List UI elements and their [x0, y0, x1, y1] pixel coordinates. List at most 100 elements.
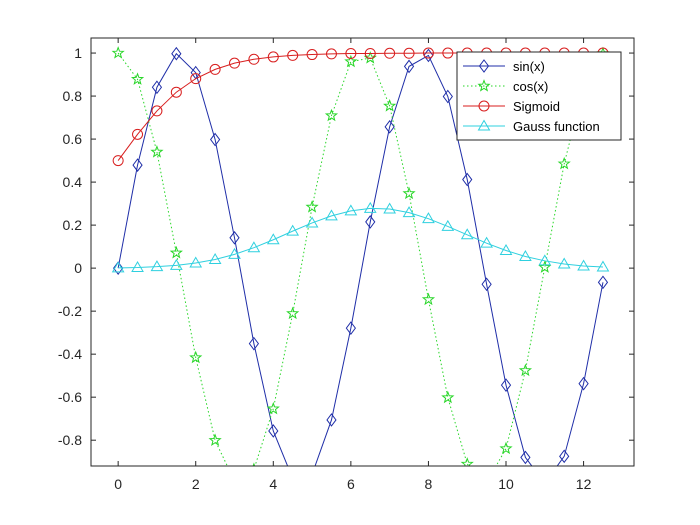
data-point-sin-x	[229, 230, 240, 245]
data-point-sigmoid	[403, 47, 415, 59]
x-tick-label: 6	[347, 476, 355, 492]
data-point-gauss-function	[499, 243, 513, 255]
y-axis: -0.8 -0.6 -0.4 -0.2 0 0.2 0.4 0.6 0.8 1	[58, 45, 634, 448]
data-point-sin-x	[151, 80, 163, 95]
y-tick-label: -0.8	[58, 432, 82, 448]
legend-marker	[477, 79, 491, 92]
data-point-gauss-function	[189, 256, 203, 268]
legend-box	[456, 51, 622, 141]
data-point-sin-x	[578, 376, 589, 391]
x-axis: 0 2 4 6 8 10 12	[114, 38, 592, 492]
data-point-sin-x	[345, 321, 356, 335]
data-point-sin-x	[597, 275, 609, 290]
legend-marker	[477, 119, 491, 131]
data-point-gauss-function	[111, 261, 125, 273]
data-point-cos-x	[481, 477, 491, 487]
data-point-gauss-function	[228, 247, 241, 259]
data-point-cos-x	[305, 200, 319, 213]
data-point-cos-x	[383, 99, 397, 112]
legend-label: Sigmoid	[513, 99, 560, 114]
x-tick-label: 10	[498, 476, 514, 492]
data-point-cos-x	[111, 46, 125, 59]
data-point-sigmoid	[170, 86, 182, 98]
y-tick-label: -0.4	[58, 346, 82, 362]
data-point-gauss-function	[383, 202, 397, 214]
data-point-sin-x	[268, 424, 279, 438]
data-point-cos-x	[402, 186, 416, 200]
data-point-cos-x	[266, 401, 280, 415]
data-point-sin-x	[326, 413, 337, 427]
legend-label: sin(x)	[513, 59, 545, 74]
x-tick-label: 0	[114, 476, 122, 492]
y-tick-label: -0.6	[58, 389, 82, 405]
data-point-cos-x	[229, 476, 239, 486]
data-point-sigmoid	[345, 47, 357, 59]
x-tick-label: 12	[576, 476, 592, 492]
data-point-gauss-function	[169, 258, 183, 270]
data-point-gauss-function	[363, 201, 377, 213]
data-point-sigmoid	[287, 49, 299, 61]
series-line-cos-x	[117, 52, 604, 466]
data-point-cos-x	[286, 306, 300, 320]
y-tick-label: -0.2	[58, 303, 82, 319]
data-point-sigmoid	[132, 128, 144, 140]
data-point-sigmoid	[306, 49, 318, 61]
data-point-gauss-function	[131, 260, 144, 272]
x-tick-label: 2	[192, 476, 200, 492]
series-line-sin-x	[117, 52, 604, 466]
data-point-gauss-function	[538, 254, 552, 266]
data-point-cos-x	[189, 350, 203, 364]
data-point-sin-x	[442, 89, 453, 104]
data-point-sin-x	[132, 158, 143, 172]
data-point-cos-x	[557, 156, 571, 170]
plot-frame	[90, 37, 635, 467]
legend-label: Gauss function	[513, 119, 600, 134]
data-point-sigmoid	[442, 47, 454, 59]
y-tick-label: 0	[74, 260, 82, 276]
data-point-cos-x	[344, 54, 358, 68]
data-point-cos-x	[518, 363, 532, 377]
legend-marker	[478, 100, 490, 112]
data-point-gauss-function	[266, 233, 280, 245]
data-point-sigmoid	[248, 53, 260, 65]
data-point-sin-x	[520, 450, 531, 465]
data-point-sin-x	[403, 59, 415, 74]
data-point-gauss-function	[460, 228, 474, 240]
data-point-cos-x	[169, 245, 183, 259]
data-point-sigmoid	[112, 155, 124, 167]
series-layer	[111, 46, 610, 489]
data-point-gauss-function	[577, 259, 590, 271]
data-point-sin-x	[365, 215, 376, 229]
y-tick-label: 0.6	[63, 131, 83, 147]
legend: sin(x) cos(x) Sigmoid Gauss function	[456, 51, 622, 141]
data-point-gauss-function	[519, 250, 532, 262]
data-point-sin-x	[559, 449, 570, 464]
data-point-sigmoid	[151, 105, 163, 117]
legend-label: cos(x)	[513, 79, 548, 94]
data-point-gauss-function	[150, 260, 164, 272]
data-point-gauss-function	[480, 236, 493, 248]
data-point-sigmoid	[364, 47, 376, 59]
data-point-cos-x	[324, 108, 339, 122]
data-point-gauss-function	[402, 206, 416, 218]
data-point-sigmoid	[384, 47, 396, 59]
data-point-sigmoid	[209, 63, 221, 75]
data-point-gauss-function	[208, 253, 222, 265]
data-point-sin-x	[481, 277, 492, 292]
data-point-cos-x	[421, 292, 436, 306]
data-point-gauss-function	[247, 241, 261, 253]
data-point-sin-x	[540, 477, 549, 489]
data-point-sin-x	[209, 132, 221, 147]
data-point-sin-x	[288, 472, 297, 484]
data-point-sigmoid	[229, 57, 241, 69]
data-point-cos-x	[460, 457, 474, 466]
x-tick-label: 8	[425, 476, 433, 492]
data-point-gauss-function	[344, 204, 358, 216]
x-tick-label: 4	[269, 476, 277, 492]
data-point-sigmoid	[325, 48, 337, 60]
data-point-sin-x	[248, 336, 260, 351]
data-point-cos-x	[441, 390, 455, 404]
data-point-sin-x	[384, 119, 395, 134]
data-point-gauss-function	[596, 260, 610, 272]
